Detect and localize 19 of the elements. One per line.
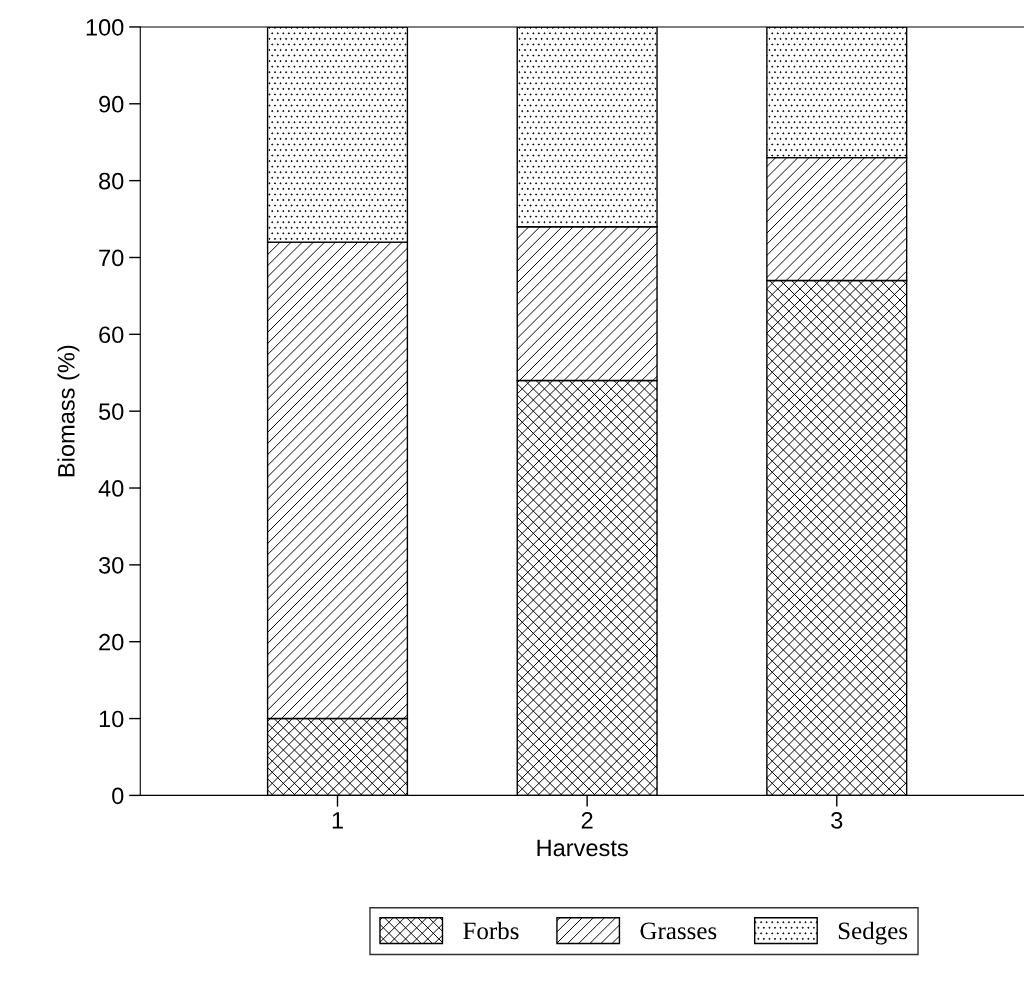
x-tick-label: 3 bbox=[831, 812, 843, 829]
y-axis-title: Biomass (%) bbox=[57, 345, 80, 477]
y-tick-label: 60 bbox=[99, 326, 124, 344]
x-axis-title: Harvests bbox=[537, 839, 628, 857]
y-tick-label: 80 bbox=[99, 172, 124, 190]
y-tick-label: 0 bbox=[112, 787, 124, 805]
x-tick-label: 1 bbox=[332, 812, 343, 829]
x-tick-label: 2 bbox=[581, 812, 593, 829]
y-tick-label: 70 bbox=[99, 249, 124, 267]
legend-label: Forbs bbox=[463, 921, 519, 940]
y-tick-label: 50 bbox=[99, 403, 124, 420]
legend-label: Sedges bbox=[838, 921, 908, 945]
y-tick-label: 40 bbox=[98, 480, 124, 497]
y-tick-label: 20 bbox=[99, 633, 124, 651]
y-tick-label: 10 bbox=[99, 710, 124, 728]
y-tick-label: 100 bbox=[86, 19, 124, 36]
y-tick-label: 30 bbox=[98, 556, 124, 574]
y-tick-label: 90 bbox=[99, 95, 124, 113]
legend-label: Grasses bbox=[640, 922, 717, 940]
